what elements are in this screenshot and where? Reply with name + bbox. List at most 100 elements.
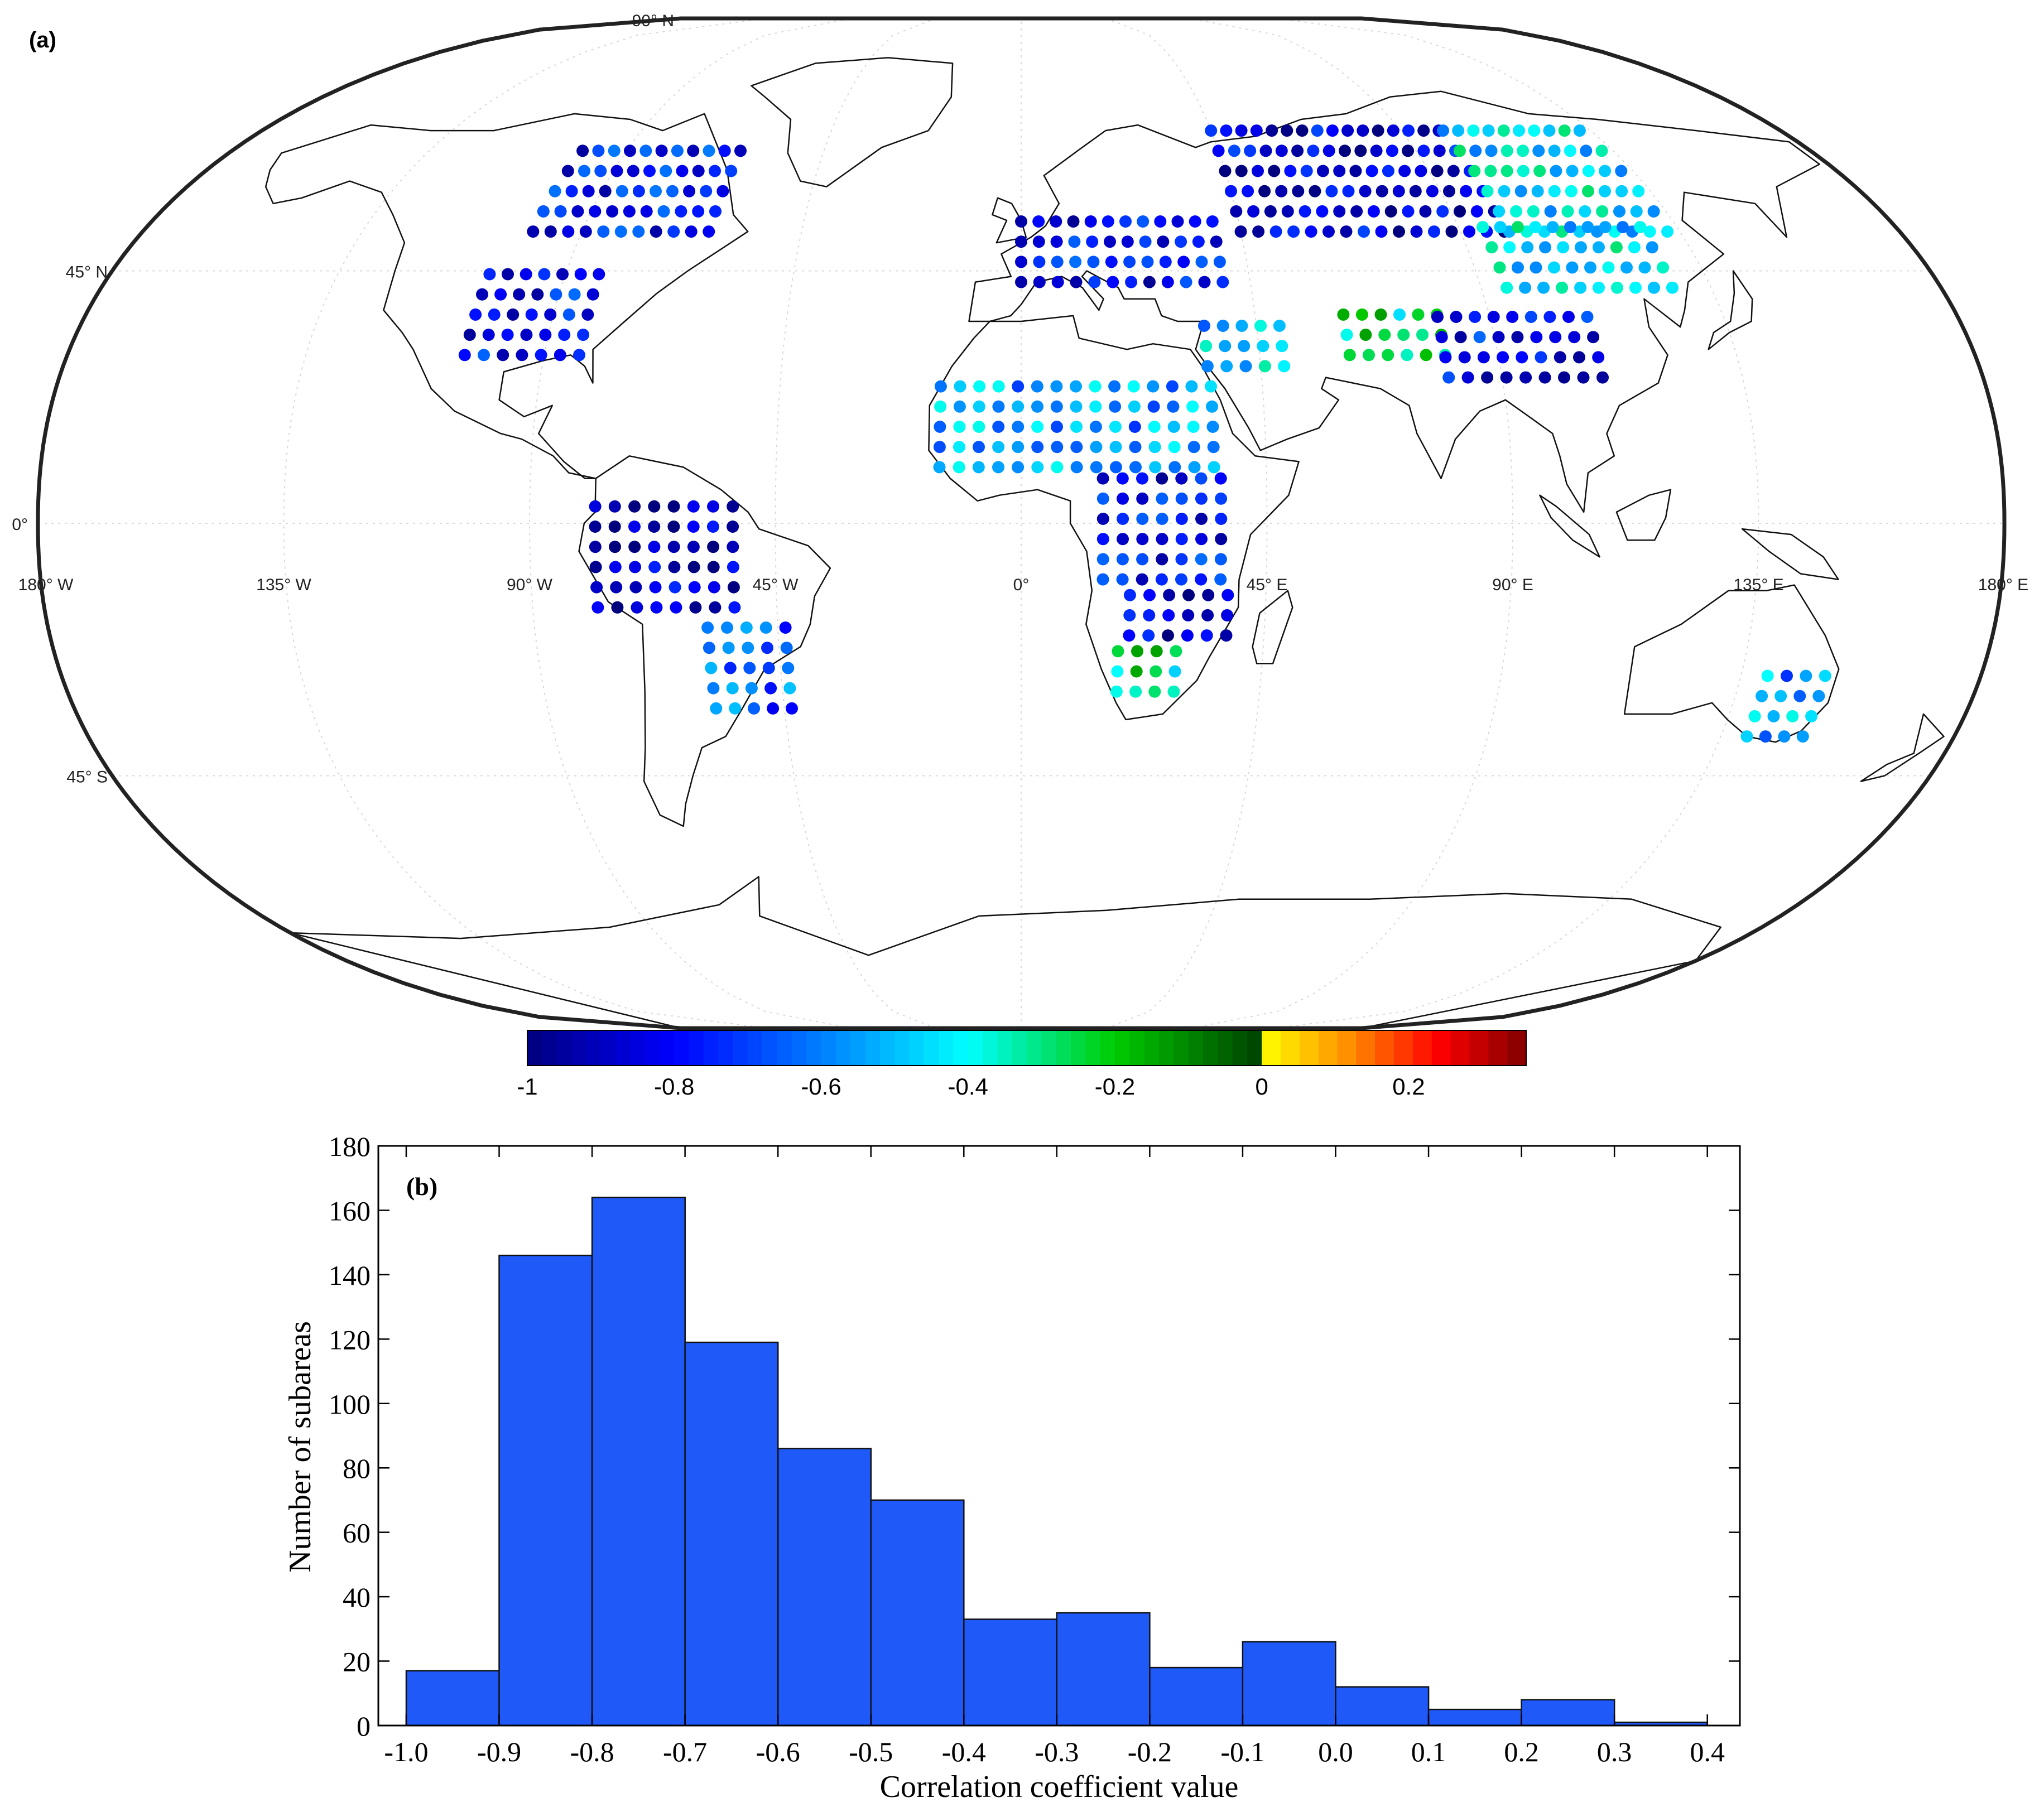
- colorbar-swatch: [718, 1030, 734, 1066]
- map-dot: [762, 662, 775, 674]
- map-dot: [1050, 235, 1063, 248]
- map-dot: [1175, 513, 1188, 525]
- map-dot: [727, 500, 739, 513]
- colorbar-tick-label: -0.2: [1095, 1073, 1135, 1100]
- map-dot: [1205, 124, 1218, 137]
- map-dot: [549, 185, 561, 197]
- map-dot: [1392, 185, 1405, 197]
- map-dot: [1481, 185, 1494, 197]
- map-dot: [767, 702, 780, 715]
- colorbar-swatch: [762, 1030, 778, 1066]
- colorbar-swatch: [1218, 1030, 1233, 1066]
- map-dot: [1581, 221, 1594, 234]
- map-dot: [1156, 553, 1168, 566]
- map-dot: [1031, 441, 1044, 454]
- map-dot: [1168, 461, 1181, 474]
- map-dot: [1565, 185, 1578, 197]
- map-dot: [1800, 669, 1812, 682]
- map-dot: [1220, 360, 1233, 373]
- map-dot: [1781, 669, 1793, 682]
- colorbar-swatch: [1085, 1030, 1101, 1066]
- map-dot: [953, 441, 965, 454]
- map-dot: [650, 185, 662, 197]
- map-dot: [1417, 124, 1430, 137]
- map-dot: [701, 621, 714, 634]
- map-dot: [1599, 221, 1612, 234]
- map-dot: [1375, 225, 1388, 238]
- map-dot: [1493, 261, 1506, 274]
- map-dot: [1517, 165, 1530, 177]
- map-dot: [648, 521, 661, 533]
- x-tick-label: 0.2: [1504, 1736, 1539, 1767]
- map-dot: [692, 165, 705, 177]
- map-dot: [992, 400, 1005, 413]
- y-tick-label: 100: [329, 1389, 371, 1420]
- map-dot: [1201, 609, 1214, 621]
- colorbar-swatch: [645, 1030, 660, 1066]
- map-dot: [1634, 221, 1647, 234]
- map-dot: [1452, 124, 1465, 137]
- map-dot: [562, 308, 575, 321]
- map-dot: [1322, 144, 1335, 157]
- map-dot: [1198, 276, 1211, 288]
- map-dot: [709, 165, 721, 177]
- map-dot: [1281, 124, 1293, 137]
- colorbar-tick-label: -0.6: [801, 1073, 841, 1100]
- map-dot: [1482, 124, 1495, 137]
- map-dot: [1595, 144, 1608, 157]
- map-dot: [639, 144, 652, 157]
- map-dot: [1264, 205, 1277, 218]
- map-dot: [726, 682, 739, 695]
- map-dot: [1208, 461, 1220, 474]
- panel-a-label: (a): [29, 28, 56, 52]
- map-dot: [650, 225, 662, 238]
- colorbar-swatch: [1488, 1030, 1508, 1066]
- map-dot: [1384, 205, 1397, 218]
- map-dot: [1453, 144, 1466, 157]
- map-dot: [1519, 281, 1532, 294]
- map-dot: [782, 662, 795, 674]
- map-dot: [1175, 553, 1188, 566]
- map-dot: [1793, 690, 1806, 702]
- map-dot: [1119, 215, 1132, 228]
- map-dot: [1602, 261, 1615, 274]
- map-dot: [1225, 185, 1237, 197]
- map-dot: [1350, 205, 1363, 218]
- map-dot: [1433, 144, 1446, 157]
- map-dot: [1337, 308, 1350, 321]
- map-dot: [1756, 690, 1768, 702]
- map-dot: [1109, 461, 1122, 474]
- map-dot: [1596, 371, 1609, 384]
- map-dot: [1202, 589, 1215, 601]
- colorbar-swatch: [703, 1030, 719, 1066]
- map-dot: [1564, 144, 1576, 157]
- map-dot: [1156, 533, 1168, 546]
- map-dot: [953, 400, 966, 413]
- map-dot: [561, 165, 574, 177]
- map-dot: [688, 581, 701, 594]
- colorbar-swatch: [1129, 1030, 1145, 1066]
- map-dot: [1435, 331, 1448, 344]
- map-dot: [579, 225, 592, 238]
- map-dot: [703, 144, 715, 157]
- map-dot: [934, 421, 946, 433]
- map-dot: [1300, 165, 1313, 177]
- map-dot: [1187, 421, 1200, 433]
- map-dot: [764, 682, 777, 695]
- map-dot: [728, 601, 741, 614]
- map-dot: [609, 541, 621, 553]
- y-tick-label: 120: [329, 1324, 371, 1355]
- lon-label: 90° W: [507, 576, 553, 594]
- map-dot: [1070, 400, 1083, 413]
- map-dot: [1325, 185, 1338, 197]
- map-dot: [992, 380, 1005, 393]
- map-dot: [574, 268, 587, 281]
- map-dot: [1533, 165, 1546, 177]
- map-dot: [1443, 185, 1455, 197]
- map-dot: [1031, 461, 1044, 474]
- map-dot: [1558, 124, 1571, 137]
- map-dot: [1543, 124, 1556, 137]
- map-dot: [667, 521, 680, 533]
- map-dot: [1497, 351, 1509, 364]
- map-dot: [1646, 241, 1658, 254]
